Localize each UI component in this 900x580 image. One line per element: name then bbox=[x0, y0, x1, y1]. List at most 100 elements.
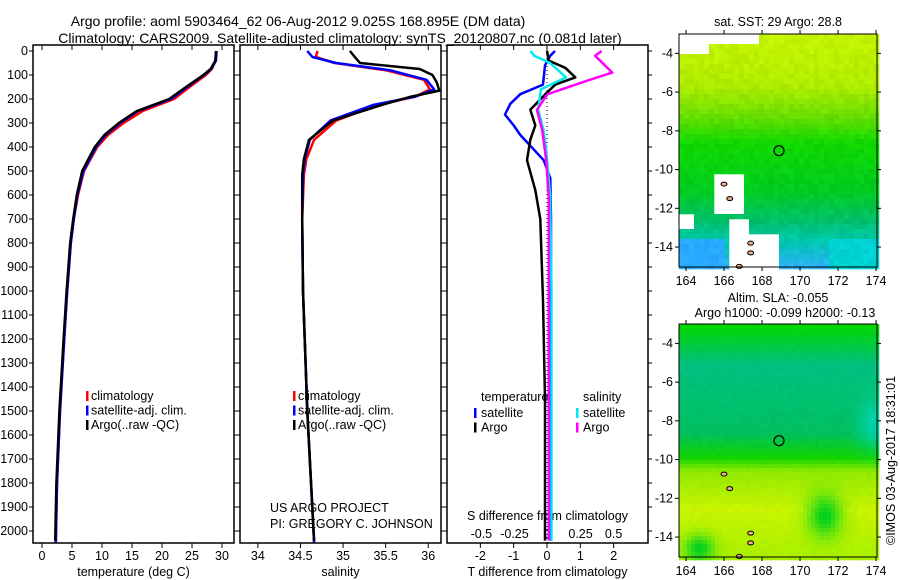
map-cell bbox=[804, 99, 810, 105]
map-cell bbox=[823, 436, 828, 441]
map-cell bbox=[759, 364, 764, 369]
map-cell bbox=[691, 464, 696, 469]
map-cell bbox=[764, 59, 770, 65]
map-cell bbox=[687, 388, 692, 393]
map-cell bbox=[684, 199, 690, 205]
map-cell bbox=[699, 332, 704, 337]
map-cell bbox=[871, 380, 876, 385]
map-cell bbox=[683, 552, 688, 557]
map-cell bbox=[859, 460, 864, 465]
map-cell bbox=[819, 94, 825, 100]
map-cell bbox=[863, 404, 868, 409]
map-cell bbox=[794, 204, 800, 210]
map-cell bbox=[839, 376, 844, 381]
map-cell bbox=[794, 214, 800, 220]
map-cell bbox=[749, 129, 755, 135]
map-cell bbox=[779, 504, 784, 509]
map-cell bbox=[709, 109, 715, 115]
map-cell bbox=[787, 552, 792, 557]
map-cell bbox=[849, 149, 855, 155]
map-cell bbox=[679, 64, 685, 70]
map-cell bbox=[847, 444, 852, 449]
map-cell bbox=[787, 504, 792, 509]
map-cell bbox=[679, 528, 684, 533]
map-cell bbox=[751, 556, 756, 561]
map-cell bbox=[724, 214, 730, 220]
map-cell bbox=[687, 484, 692, 489]
map-cell bbox=[695, 500, 700, 505]
map-cell bbox=[754, 154, 760, 160]
map-cell bbox=[787, 432, 792, 437]
map-cell bbox=[867, 540, 872, 545]
map-cell bbox=[783, 428, 788, 433]
map-cell bbox=[794, 224, 800, 230]
map-cell bbox=[714, 74, 720, 80]
map-cell bbox=[759, 114, 765, 120]
map-cell bbox=[867, 532, 872, 537]
map-cell bbox=[731, 556, 736, 561]
map-cell bbox=[847, 392, 852, 397]
map-cell bbox=[824, 119, 830, 125]
map-cell bbox=[775, 536, 780, 541]
map-cell bbox=[799, 139, 805, 145]
map-cell bbox=[707, 540, 712, 545]
map-cell bbox=[863, 456, 868, 461]
map-cell bbox=[815, 356, 820, 361]
map-cell bbox=[827, 440, 832, 445]
map-cell bbox=[679, 456, 684, 461]
map-cell bbox=[687, 436, 692, 441]
map-cell bbox=[719, 524, 724, 529]
map-cell bbox=[827, 340, 832, 345]
map-cell bbox=[731, 376, 736, 381]
map-cell bbox=[695, 328, 700, 333]
map-cell bbox=[755, 492, 760, 497]
map-cell bbox=[859, 219, 865, 225]
map-cell bbox=[803, 412, 808, 417]
map-cell bbox=[835, 532, 840, 537]
map-cell bbox=[851, 352, 856, 357]
map-cell bbox=[751, 328, 756, 333]
map-cell bbox=[823, 464, 828, 469]
map-cell bbox=[804, 214, 810, 220]
map-cell bbox=[869, 209, 875, 215]
map-cell bbox=[849, 54, 855, 60]
map-cell bbox=[739, 134, 745, 140]
map-cell bbox=[867, 536, 872, 541]
map-cell bbox=[799, 39, 805, 45]
map-cell bbox=[839, 360, 844, 365]
map-cell bbox=[754, 149, 760, 155]
map-cell bbox=[679, 179, 685, 185]
map-cell bbox=[859, 244, 865, 250]
map-cell bbox=[679, 500, 684, 505]
map-cell bbox=[824, 194, 830, 200]
map-cell bbox=[743, 392, 748, 397]
map-cell bbox=[763, 484, 768, 489]
map-cell bbox=[871, 480, 876, 485]
map-cell bbox=[755, 488, 760, 493]
map-cell bbox=[699, 384, 704, 389]
map-cell bbox=[814, 224, 820, 230]
map-cell bbox=[819, 144, 825, 150]
map-cell bbox=[867, 556, 872, 561]
map-cell bbox=[739, 99, 745, 105]
map-cell bbox=[844, 119, 850, 125]
map-cell bbox=[787, 392, 792, 397]
map-cell bbox=[775, 376, 780, 381]
map-cell bbox=[787, 404, 792, 409]
map-cell bbox=[779, 432, 784, 437]
map-cell bbox=[835, 512, 840, 517]
map-cell bbox=[735, 488, 740, 493]
map-cell bbox=[851, 420, 856, 425]
map-cell bbox=[734, 84, 740, 90]
map-cell bbox=[871, 416, 876, 421]
map-cell bbox=[799, 536, 804, 541]
map-cell bbox=[799, 368, 804, 373]
map-cell bbox=[751, 452, 756, 457]
map-cell bbox=[759, 448, 764, 453]
map-cell bbox=[804, 184, 810, 190]
map-cell bbox=[734, 144, 740, 150]
map-cell bbox=[809, 204, 815, 210]
map-cell bbox=[834, 139, 840, 145]
map-cell bbox=[727, 496, 732, 501]
map-cell bbox=[763, 364, 768, 369]
